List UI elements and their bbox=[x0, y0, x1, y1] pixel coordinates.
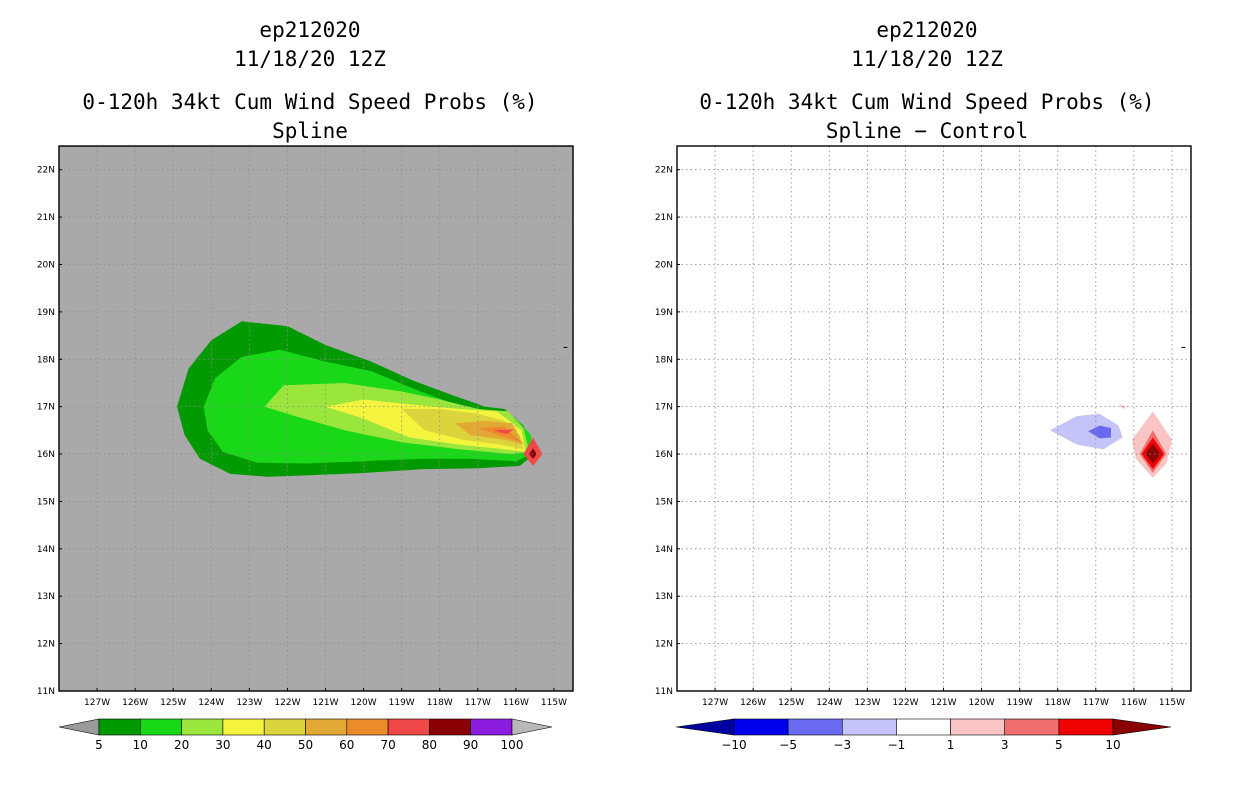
right-colorbar-swatch-1 bbox=[788, 719, 842, 735]
left-colorbar-label-3: 30 bbox=[215, 738, 230, 752]
left-y-tick-label-5: 16N bbox=[37, 450, 55, 460]
left-colorbar-swatch-6 bbox=[347, 719, 388, 735]
left-colorbar-swatch-1 bbox=[140, 719, 181, 735]
left-y-tick-label-2: 13N bbox=[37, 592, 55, 602]
left-colorbar-swatch-5 bbox=[306, 719, 347, 735]
right-x-tick-label-0: 127W bbox=[702, 698, 728, 708]
left-colorbar-label-7: 70 bbox=[380, 738, 395, 752]
left-x-tick-label-10: 117W bbox=[465, 698, 491, 708]
right-chart: 127W 126W 125W 124W 123W 122W 121W 120W 119W 118W… bbox=[618, 0, 1236, 800]
left-x-tick-label-11: 116W bbox=[503, 698, 529, 708]
right-y-tick-label-10: 21N bbox=[655, 213, 673, 223]
right-colorbar-label-7: 10 bbox=[1105, 738, 1120, 752]
left-colorbar-label-2: 20 bbox=[174, 738, 189, 752]
left-y-tick-label-10: 21N bbox=[37, 213, 55, 223]
right-colorbar-high-arrow bbox=[1113, 719, 1171, 735]
right-x-tick-label-12: 115W bbox=[1159, 698, 1185, 708]
left-chart: 127W 126W 125W 124W 123W 122W 121W 120W 119W 118W… bbox=[0, 0, 618, 800]
right-y-tick-label-11: 22N bbox=[655, 166, 673, 176]
right-colorbar-label-1: −5 bbox=[779, 738, 797, 752]
right-colorbar-label-0: −10 bbox=[721, 738, 746, 752]
right-x-tick-label-1: 126W bbox=[740, 698, 766, 708]
left-y-tick-label-3: 14N bbox=[37, 545, 55, 555]
left-colorbar-label-1: 10 bbox=[133, 738, 148, 752]
right-y-tick-label-1: 12N bbox=[655, 640, 673, 650]
right-x-tick-label-6: 121W bbox=[930, 698, 956, 708]
left-y-tick-label-0: 11N bbox=[37, 687, 55, 697]
left-colorbar-swatch-0 bbox=[99, 719, 140, 735]
left-y-tick-label-4: 15N bbox=[37, 497, 55, 507]
left-x-tick-label-6: 121W bbox=[312, 698, 338, 708]
right-colorbar-label-3: −1 bbox=[888, 738, 906, 752]
right-colorbar-label-4: 1 bbox=[947, 738, 955, 752]
left-colorbar-swatch-4 bbox=[264, 719, 305, 735]
right-colorbar-label-6: 5 bbox=[1055, 738, 1063, 752]
right-y-tick-label-3: 14N bbox=[655, 545, 673, 555]
right-y-tick-label-0: 11N bbox=[655, 687, 673, 697]
right-x-tick-label-2: 125W bbox=[778, 698, 804, 708]
left-x-tick-label-3: 124W bbox=[198, 698, 224, 708]
left-y-tick-label-6: 17N bbox=[37, 403, 55, 413]
right-y-tick-label-8: 19N bbox=[655, 308, 673, 318]
right-y-tick-label-5: 16N bbox=[655, 450, 673, 460]
right-colorbar-swatch-0 bbox=[734, 719, 788, 735]
left-colorbar-swatch-9 bbox=[471, 719, 512, 735]
right-colorbar-swatch-3 bbox=[896, 719, 950, 735]
right-x-tick-label-7: 120W bbox=[969, 698, 995, 708]
right-x-tick-label-4: 123W bbox=[854, 698, 880, 708]
left-colorbar-swatch-8 bbox=[429, 719, 470, 735]
left-colorbar-high-arrow bbox=[512, 719, 552, 735]
left-x-tick-label-4: 123W bbox=[236, 698, 262, 708]
right-plot-area bbox=[677, 146, 1191, 691]
right-colorbar-swatch-6 bbox=[1059, 719, 1113, 735]
left-colorbar-label-5: 50 bbox=[298, 738, 313, 752]
right-colorbar-swatch-4 bbox=[951, 719, 1005, 735]
right-x-tick-label-11: 116W bbox=[1121, 698, 1147, 708]
left-colorbar-label-9: 90 bbox=[463, 738, 478, 752]
left-colorbar-low-arrow bbox=[59, 719, 99, 735]
left-y-tick-label-11: 22N bbox=[37, 166, 55, 176]
right-y-tick-label-6: 17N bbox=[655, 403, 673, 413]
left-colorbar-swatch-3 bbox=[223, 719, 264, 735]
left-x-tick-label-12: 115W bbox=[541, 698, 567, 708]
right-x-tick-label-9: 118W bbox=[1045, 698, 1071, 708]
left-y-tick-label-7: 18N bbox=[37, 355, 55, 365]
right-colorbar-swatch-5 bbox=[1005, 719, 1059, 735]
left-colorbar-label-8: 80 bbox=[422, 738, 437, 752]
right-x-tick-label-5: 122W bbox=[892, 698, 918, 708]
right-y-tick-label-4: 15N bbox=[655, 497, 673, 507]
left-colorbar-swatch-7 bbox=[388, 719, 429, 735]
left-colorbar-label-6: 60 bbox=[339, 738, 354, 752]
right-colorbar-low-arrow bbox=[676, 719, 734, 735]
right-x-tick-label-8: 119W bbox=[1007, 698, 1033, 708]
right-x-tick-label-10: 117W bbox=[1083, 698, 1109, 708]
left-x-tick-label-9: 118W bbox=[427, 698, 453, 708]
right-y-tick-label-2: 13N bbox=[655, 592, 673, 602]
left-colorbar-swatch-2 bbox=[182, 719, 223, 735]
left-x-tick-label-5: 122W bbox=[274, 698, 300, 708]
right-colorbar-swatch-2 bbox=[842, 719, 896, 735]
left-y-tick-label-8: 19N bbox=[37, 308, 55, 318]
left-colorbar-label-4: 40 bbox=[257, 738, 272, 752]
right-y-tick-label-9: 20N bbox=[655, 260, 673, 270]
left-x-tick-label-2: 125W bbox=[160, 698, 186, 708]
left-x-tick-label-7: 120W bbox=[351, 698, 377, 708]
right-colorbar-label-5: 3 bbox=[1001, 738, 1009, 752]
right-y-tick-label-7: 18N bbox=[655, 355, 673, 365]
left-y-tick-label-9: 20N bbox=[37, 260, 55, 270]
left-colorbar-label-10: 100 bbox=[501, 738, 524, 752]
left-x-tick-label-1: 126W bbox=[122, 698, 148, 708]
right-x-tick-label-3: 124W bbox=[816, 698, 842, 708]
right-colorbar-label-2: −3 bbox=[833, 738, 851, 752]
left-y-tick-label-1: 12N bbox=[37, 640, 55, 650]
left-colorbar-label-0: 5 bbox=[95, 738, 103, 752]
left-x-tick-label-0: 127W bbox=[84, 698, 110, 708]
left-x-tick-label-8: 119W bbox=[389, 698, 415, 708]
